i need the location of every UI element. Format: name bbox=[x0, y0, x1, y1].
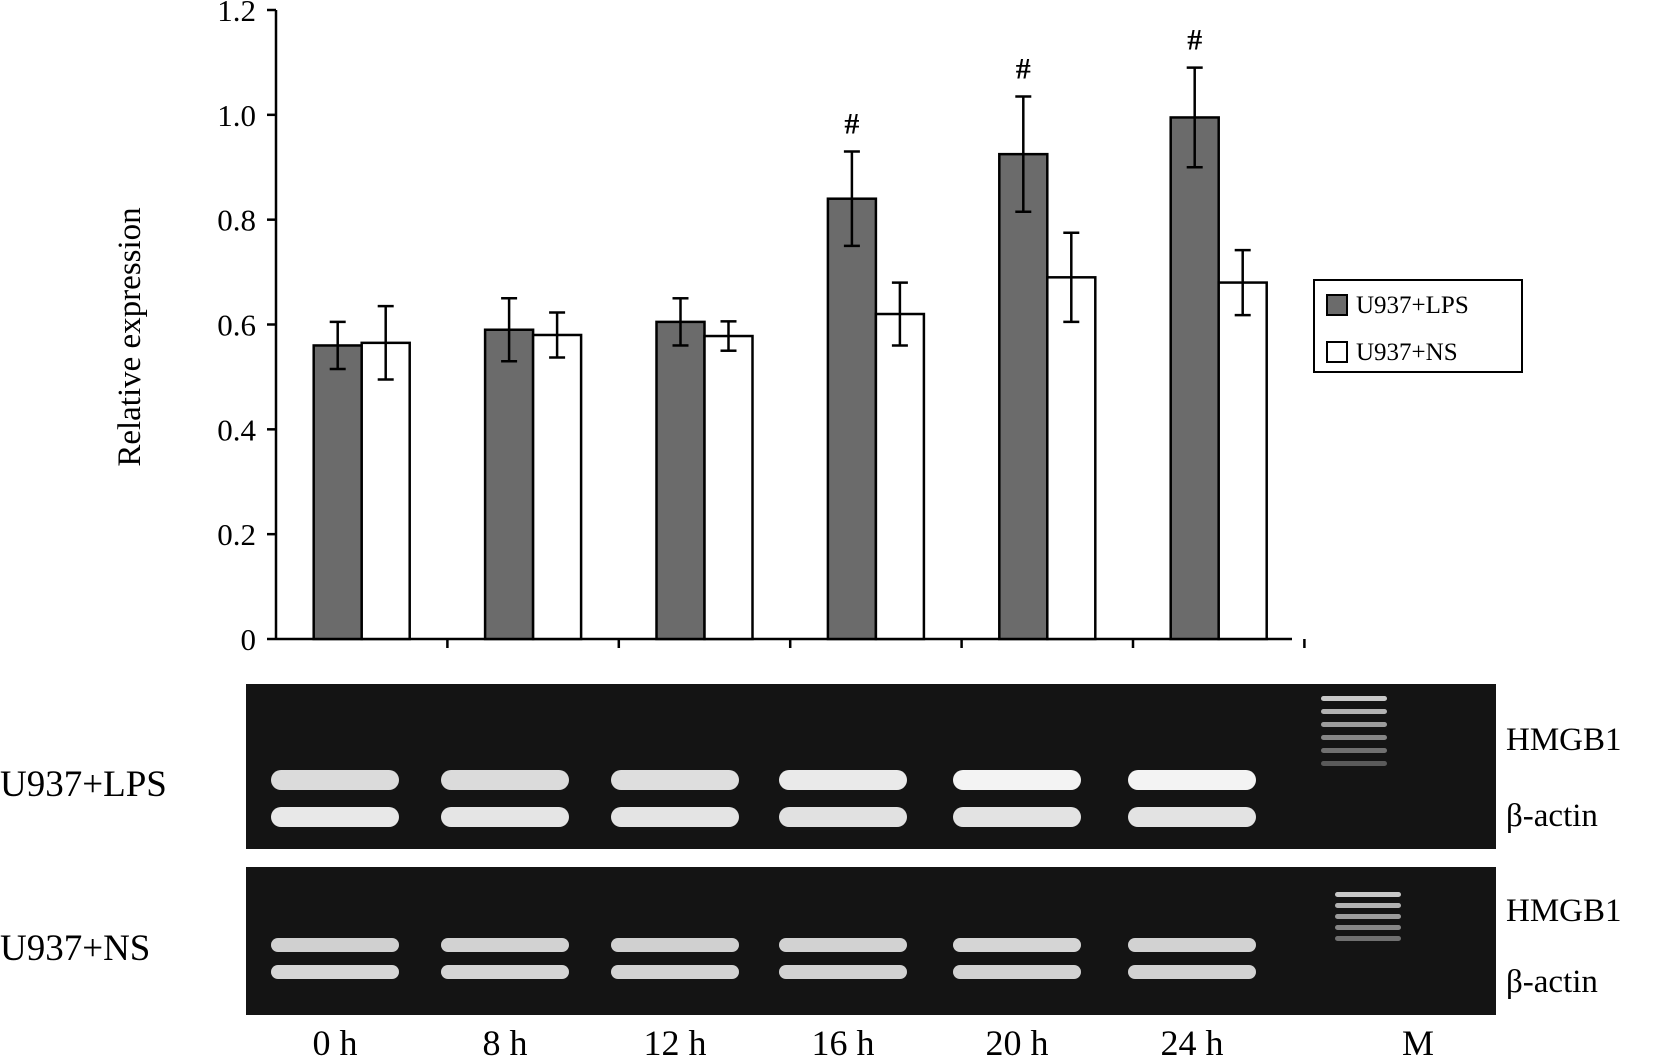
band-hmgb1 bbox=[611, 938, 739, 952]
marker-band bbox=[1335, 892, 1401, 897]
significance-mark: # bbox=[1187, 24, 1202, 57]
gel-u937-lps bbox=[246, 684, 1496, 849]
band-hmgb1 bbox=[779, 770, 907, 790]
lane-label: 20 h bbox=[986, 1023, 1049, 1061]
band-hmgb1 bbox=[953, 938, 1081, 952]
y-tick-label: 0.2 bbox=[217, 517, 256, 552]
band-actin bbox=[953, 965, 1081, 979]
marker-band bbox=[1321, 761, 1387, 766]
lane-label: M bbox=[1402, 1023, 1434, 1061]
band-label-hmgb1-lps: HMGB1 bbox=[1506, 722, 1622, 758]
band-actin bbox=[779, 807, 907, 827]
significance-mark: # bbox=[844, 108, 859, 141]
significance-marks: # # # bbox=[844, 24, 1202, 141]
legend-box bbox=[1313, 279, 1523, 373]
band-hmgb1 bbox=[271, 938, 399, 952]
bar-u937-lps-8h bbox=[483, 328, 535, 641]
bars bbox=[312, 116, 1268, 641]
x-ticks bbox=[446, 639, 1306, 648]
y-axis-label: Relative expression bbox=[112, 207, 148, 466]
legend-swatch-lps bbox=[1326, 294, 1348, 316]
band-actin bbox=[611, 807, 739, 827]
marker-band bbox=[1321, 722, 1387, 727]
y-tick-label: 1.2 bbox=[217, 0, 256, 28]
legend-label-lps: U937+LPS bbox=[1356, 292, 1469, 319]
lane-label: 24 h bbox=[1161, 1023, 1224, 1061]
marker-ladder bbox=[1335, 892, 1401, 941]
bar-u937-lps-0h bbox=[312, 344, 363, 641]
gel-label-ns: U937+NS bbox=[0, 928, 150, 969]
band-actin bbox=[611, 965, 739, 979]
gel-u937-ns bbox=[246, 867, 1496, 1015]
band-actin bbox=[271, 807, 399, 827]
band-hmgb1 bbox=[441, 938, 569, 952]
band-hmgb1 bbox=[441, 770, 569, 790]
bar-u937-lps-24h bbox=[1169, 116, 1220, 641]
band-hmgb1 bbox=[1128, 770, 1256, 790]
lane-label: 0 h bbox=[313, 1023, 358, 1061]
bar-u937-ns-16h bbox=[874, 312, 926, 641]
bar-u937-ns-24h bbox=[1217, 281, 1268, 641]
band-hmgb1 bbox=[271, 770, 399, 790]
y-tick-label: 0 bbox=[241, 622, 257, 657]
lane-labels: 0 h 8 h 12 h 16 h 20 h 24 h M bbox=[313, 1023, 1435, 1061]
band-actin bbox=[953, 807, 1081, 827]
band-actin bbox=[441, 965, 569, 979]
marker-band bbox=[1335, 914, 1401, 919]
lane-label: 12 h bbox=[644, 1023, 707, 1061]
bar-u937-ns-8h bbox=[531, 333, 583, 641]
marker-band bbox=[1335, 936, 1401, 941]
y-tick-label: 0.4 bbox=[217, 412, 256, 447]
band-actin bbox=[441, 807, 569, 827]
band-actin bbox=[779, 965, 907, 979]
band-hmgb1 bbox=[953, 770, 1081, 790]
marker-band bbox=[1335, 925, 1401, 930]
bar-u937-lps-20h bbox=[998, 152, 1049, 641]
marker-ladder bbox=[1321, 696, 1387, 766]
y-tick-label: 0.8 bbox=[217, 203, 256, 238]
y-ticks: 0 0.2 0.4 0.6 0.8 1.0 1.2 bbox=[217, 0, 276, 657]
bar-u937-lps-12h bbox=[655, 320, 706, 641]
y-tick-label: 1.0 bbox=[217, 98, 256, 133]
bar-u937-ns-12h bbox=[703, 334, 754, 641]
lane-label: 16 h bbox=[812, 1023, 875, 1061]
legend: U937+LPS U937+NS bbox=[1313, 279, 1523, 373]
band-label-hmgb1-ns: HMGB1 bbox=[1506, 893, 1622, 929]
bar-chart: 0 0.2 0.4 0.6 0.8 1.0 1.2 # # # Relative express… bbox=[112, 0, 1306, 657]
error-bars bbox=[329, 66, 1251, 381]
legend-label-ns: U937+NS bbox=[1356, 339, 1458, 366]
gel-bands bbox=[271, 938, 1256, 979]
bar-u937-ns-20h bbox=[1046, 276, 1097, 641]
marker-band bbox=[1321, 735, 1387, 740]
bar-u937-lps-16h bbox=[826, 197, 878, 641]
marker-band bbox=[1321, 748, 1387, 753]
gel-bands bbox=[271, 770, 1256, 827]
band-hmgb1 bbox=[1128, 938, 1256, 952]
marker-band bbox=[1335, 903, 1401, 908]
band-actin bbox=[1128, 807, 1256, 827]
marker-band bbox=[1321, 709, 1387, 714]
band-actin bbox=[1128, 965, 1256, 979]
marker-band bbox=[1321, 696, 1387, 701]
lane-label: 8 h bbox=[483, 1023, 528, 1061]
gel-label-lps: U937+LPS bbox=[0, 764, 167, 805]
band-hmgb1 bbox=[779, 938, 907, 952]
legend-swatch-ns bbox=[1326, 341, 1348, 363]
significance-mark: # bbox=[1016, 52, 1031, 85]
band-actin bbox=[271, 965, 399, 979]
band-hmgb1 bbox=[611, 770, 739, 790]
y-tick-label: 0.6 bbox=[217, 308, 256, 343]
band-label-actin-lps: β-actin bbox=[1506, 798, 1598, 834]
bar-u937-ns-0h bbox=[360, 341, 411, 641]
band-label-actin-ns: β-actin bbox=[1506, 964, 1598, 1000]
